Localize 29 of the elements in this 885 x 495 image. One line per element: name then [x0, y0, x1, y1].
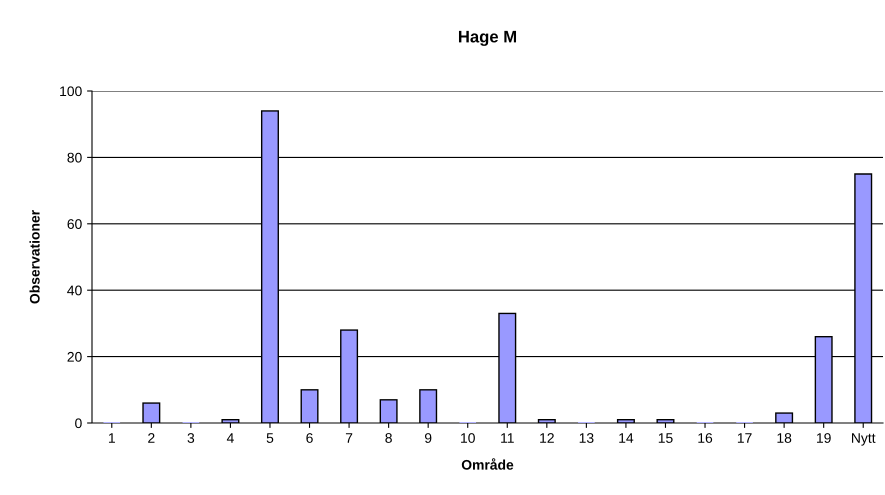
x-axis-title: Område: [462, 458, 514, 470]
x-tick-label: Nytt: [852, 433, 876, 446]
x-tick-label: 12: [540, 433, 554, 443]
y-tick-label: 100: [60, 86, 82, 96]
x-tick-label: 19: [817, 433, 831, 443]
x-tick-label: 3: [188, 433, 194, 443]
x-tick-label: 18: [777, 433, 792, 443]
y-axis-title: Observationer: [29, 210, 40, 304]
x-tick-label: 6: [306, 433, 313, 443]
x-tick-label: 16: [698, 433, 712, 443]
y-tick-label: 60: [68, 219, 82, 229]
chart-title: Hage M: [458, 30, 516, 46]
x-tick-label: 11: [501, 433, 514, 443]
x-tick-label: 2: [148, 433, 154, 443]
x-tick-label: 5: [266, 433, 274, 443]
x-tick-label: 10: [461, 433, 475, 443]
x-tick-label: 9: [424, 433, 432, 443]
x-tick-label: 8: [385, 433, 392, 443]
x-tick-label: 17: [738, 433, 752, 443]
y-tick-label: 20: [68, 352, 82, 362]
x-tick-label: 15: [658, 433, 673, 443]
y-tick-label: 0: [75, 418, 82, 428]
x-tick-label: 1: [108, 433, 115, 443]
x-tick-label: 14: [619, 433, 634, 443]
y-tick-label: 80: [67, 152, 82, 163]
x-tick-label: 13: [580, 433, 594, 443]
x-tick-label: 4: [226, 433, 234, 443]
y-tick-label: 40: [67, 286, 82, 296]
x-tick-label: 7: [346, 433, 352, 443]
